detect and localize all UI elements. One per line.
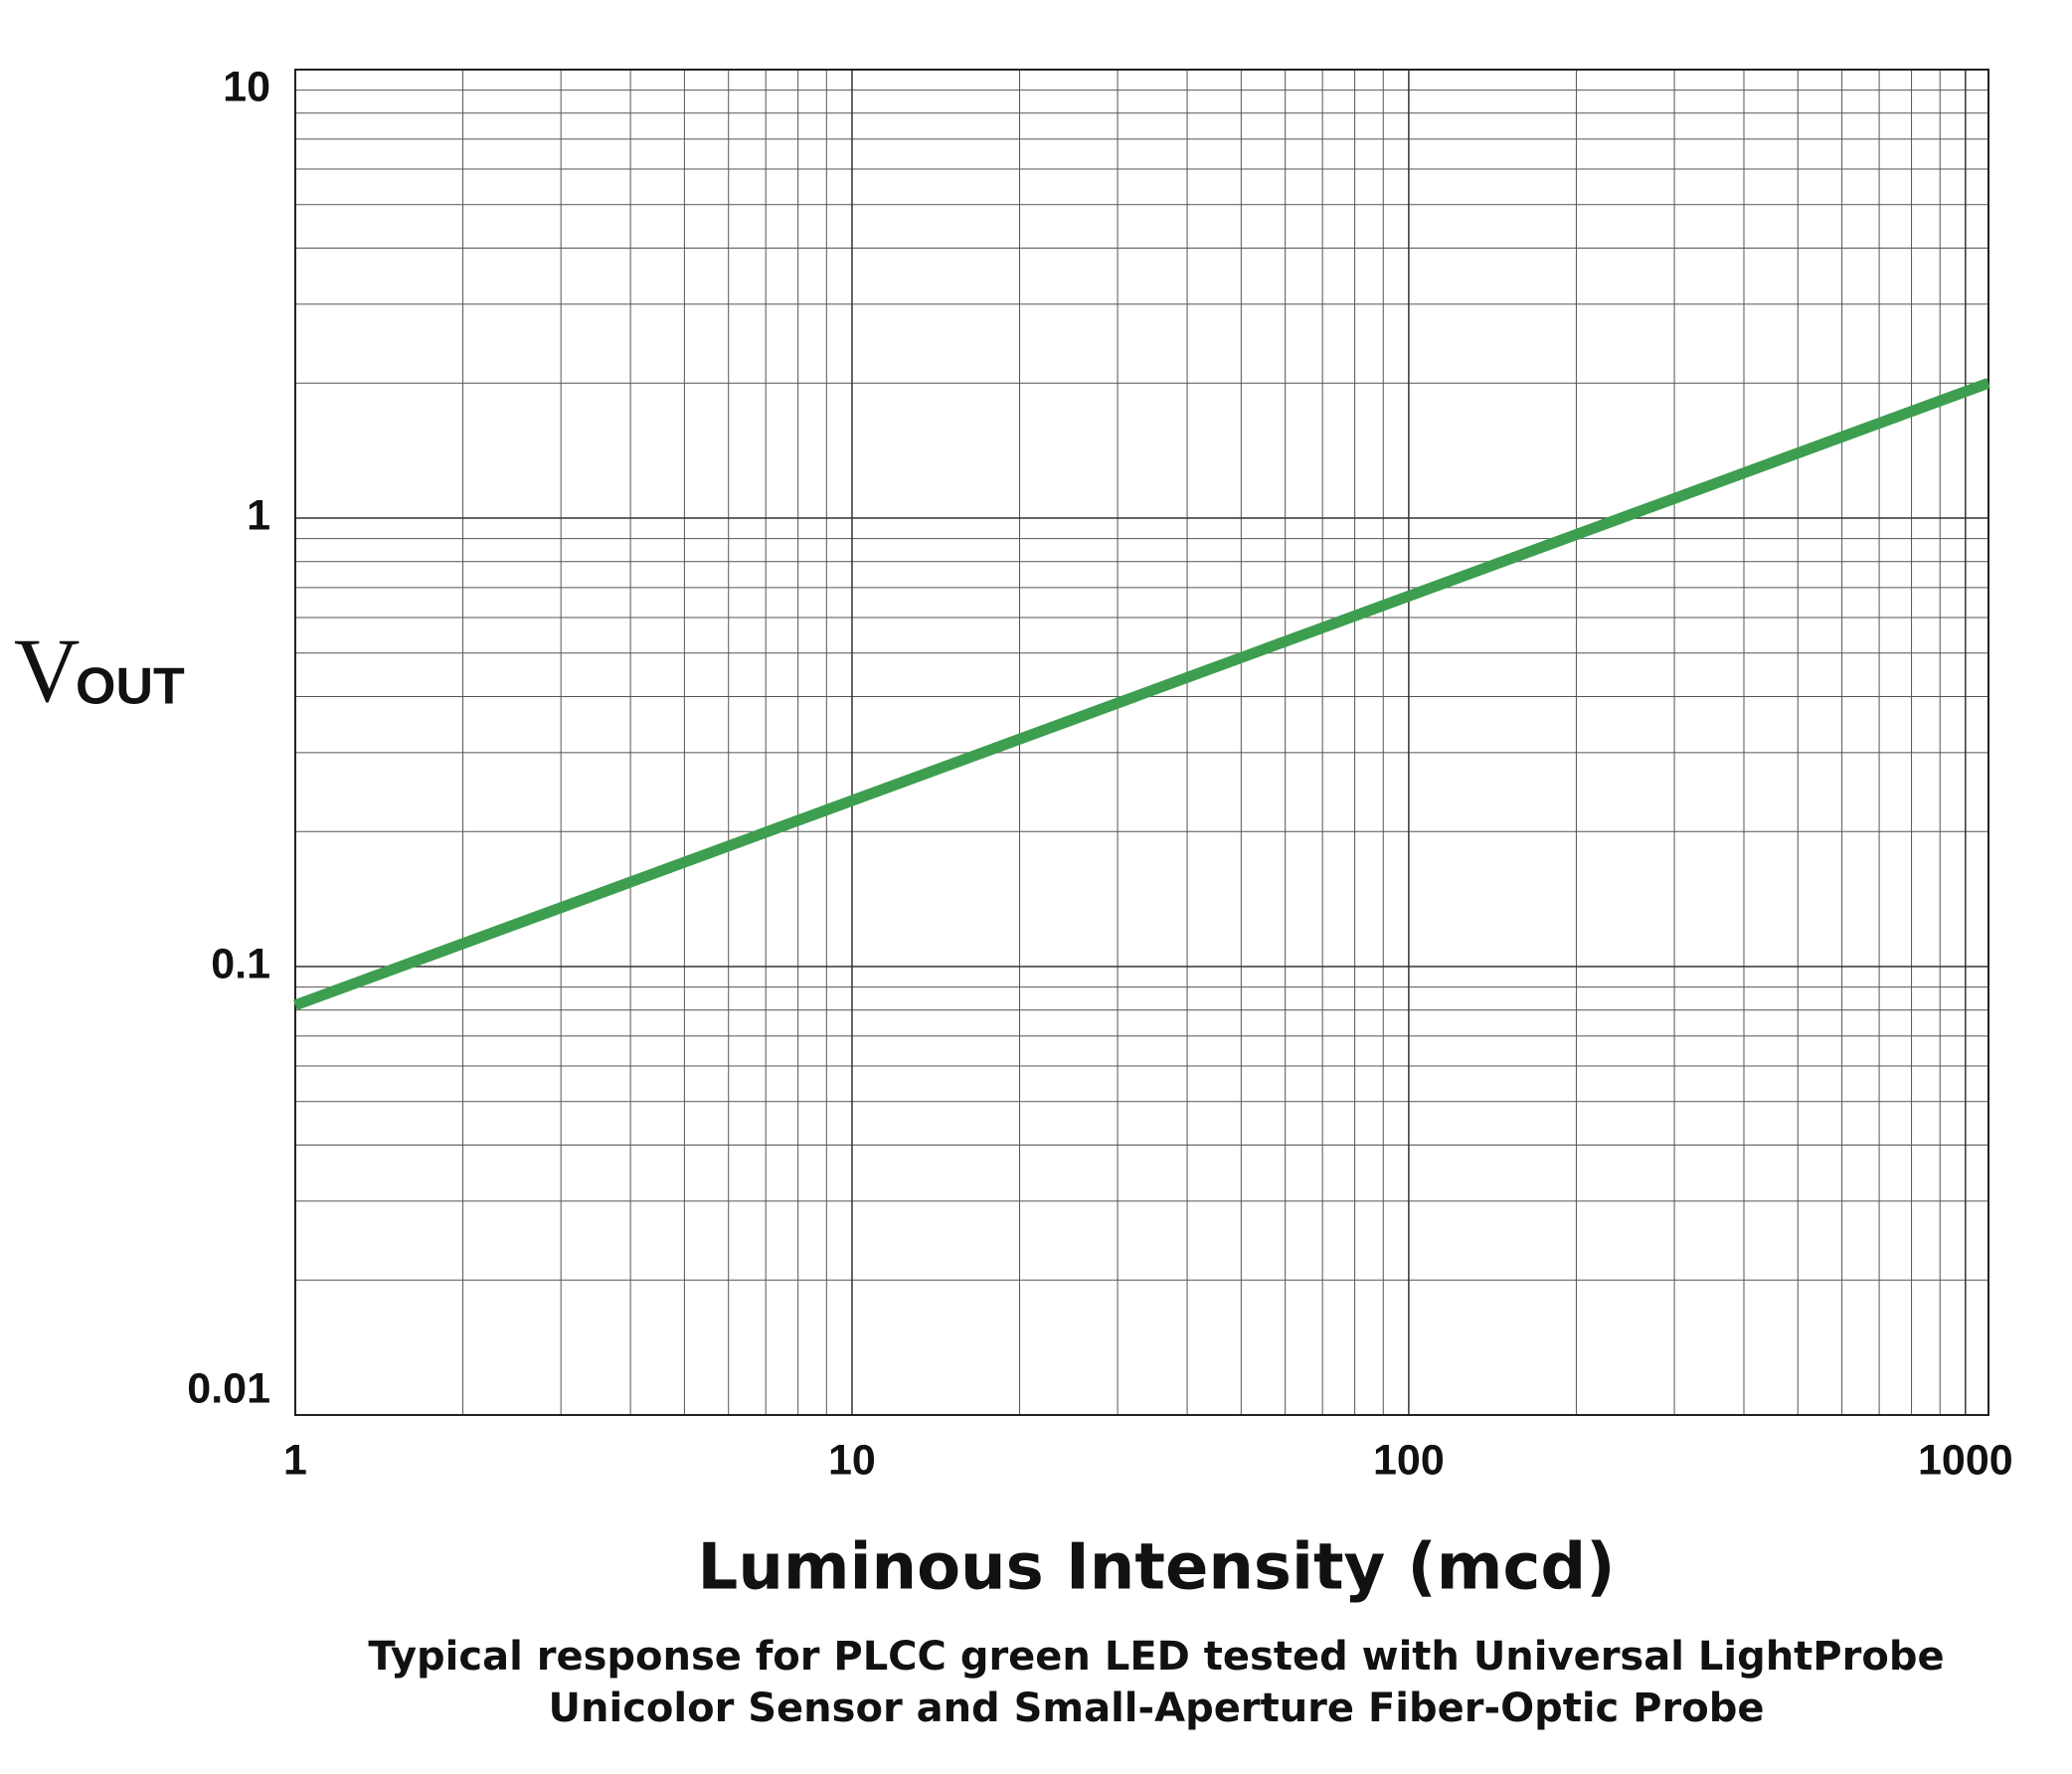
- y-tick-label: 0.01: [187, 1364, 270, 1412]
- x-tick-label: 1: [283, 1436, 307, 1484]
- x-axis-label: Luminous Intensity (mcd): [698, 1531, 1616, 1605]
- caption-line: Typical response for PLCC green LED test…: [368, 1634, 1944, 1680]
- plot-frame: [294, 69, 1989, 1416]
- x-tick-label: 1000: [1918, 1436, 2013, 1484]
- y-tick-label: 0.1: [211, 940, 270, 987]
- grid: [294, 69, 1988, 1416]
- x-tick-label: 10: [828, 1436, 876, 1484]
- y-tick-label: 1: [247, 491, 270, 539]
- x-tick-label: 100: [1373, 1436, 1445, 1484]
- data-line: [293, 378, 1990, 1011]
- y-axis-label: V: [14, 620, 80, 721]
- y-axis-label-subscript: OUT: [76, 658, 185, 716]
- caption-line: Unicolor Sensor and Small-Aperture Fiber…: [549, 1685, 1765, 1731]
- y-tick-label: 10: [223, 63, 270, 110]
